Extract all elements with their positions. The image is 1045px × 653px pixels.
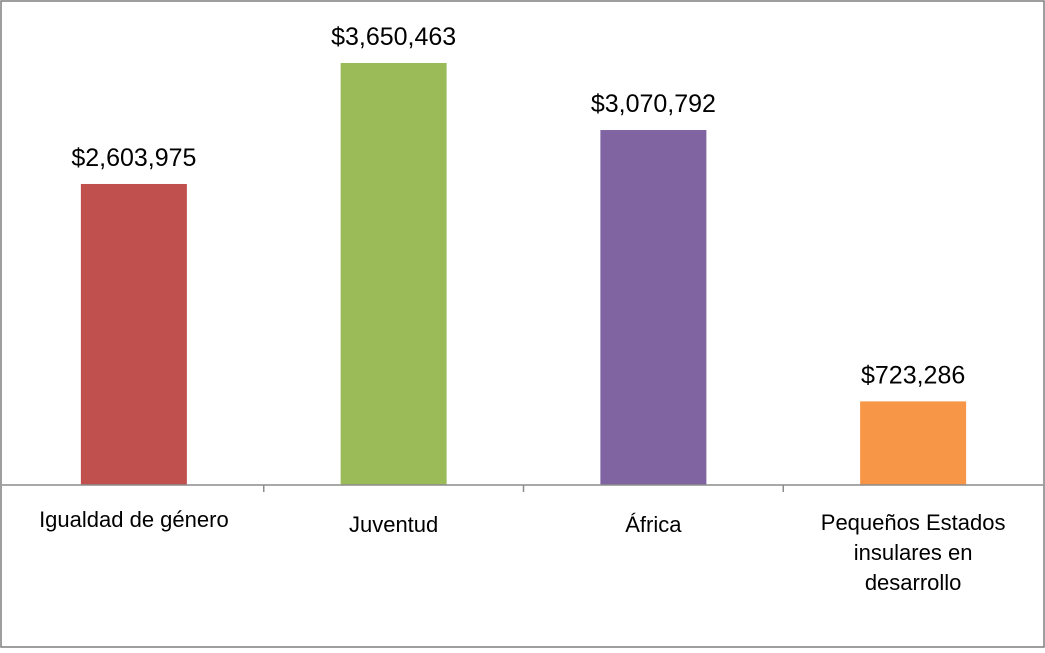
labels-layer: $2,603,975 Igualdad de género $3,650,463 Ju… [39, 23, 1005, 595]
bar [600, 130, 707, 486]
category-label-line: Pequeños Estados [821, 510, 1006, 535]
category-label-line: África [625, 512, 682, 537]
category-label-line: desarrollo [865, 570, 962, 595]
category-label: Juventud [349, 512, 438, 537]
bar [860, 401, 967, 485]
data-label: $3,650,463 [331, 23, 456, 51]
data-label: $2,603,975 [71, 144, 196, 172]
bar [80, 183, 187, 485]
category-label-line: Igualdad de género [39, 507, 229, 532]
bars-layer [80, 63, 967, 486]
data-label: $723,286 [861, 361, 965, 389]
category-label: Pequeños Estados insulares en desarrollo [821, 510, 1006, 595]
category-label-line: insulares en [854, 540, 973, 565]
category-label: África [625, 512, 682, 537]
category-label: Igualdad de género [39, 507, 229, 532]
category-label-line: Juventud [349, 512, 438, 537]
bar [340, 63, 447, 485]
data-label: $3,070,792 [591, 90, 716, 118]
x-axis [2, 484, 1043, 492]
